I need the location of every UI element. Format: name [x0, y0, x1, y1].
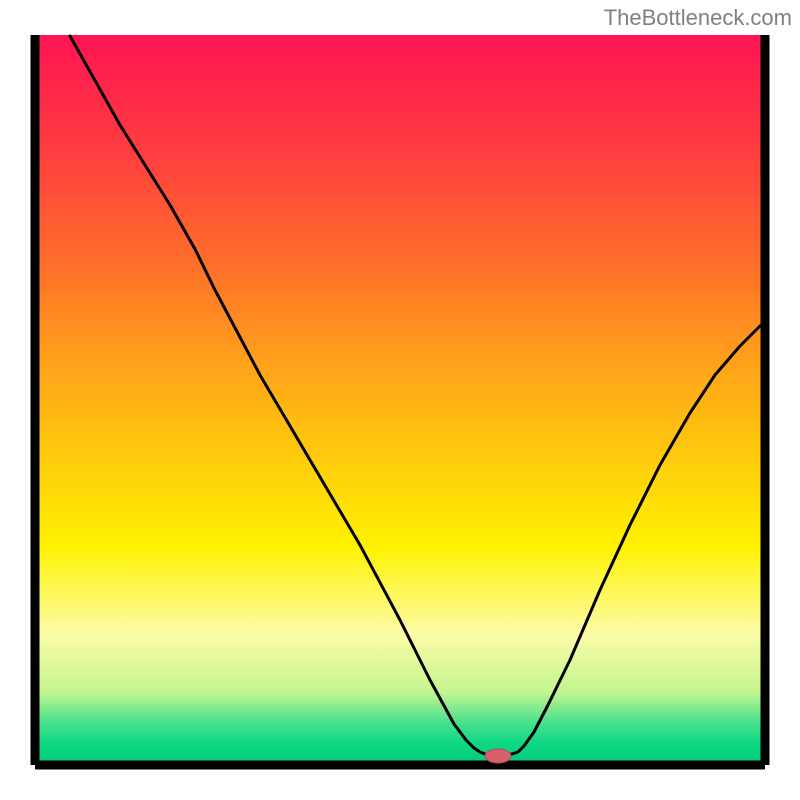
plot-background [35, 35, 765, 765]
bottleneck-chart [0, 0, 800, 800]
watermark-text: TheBottleneck.com [604, 5, 792, 31]
optimal-marker [485, 749, 511, 763]
